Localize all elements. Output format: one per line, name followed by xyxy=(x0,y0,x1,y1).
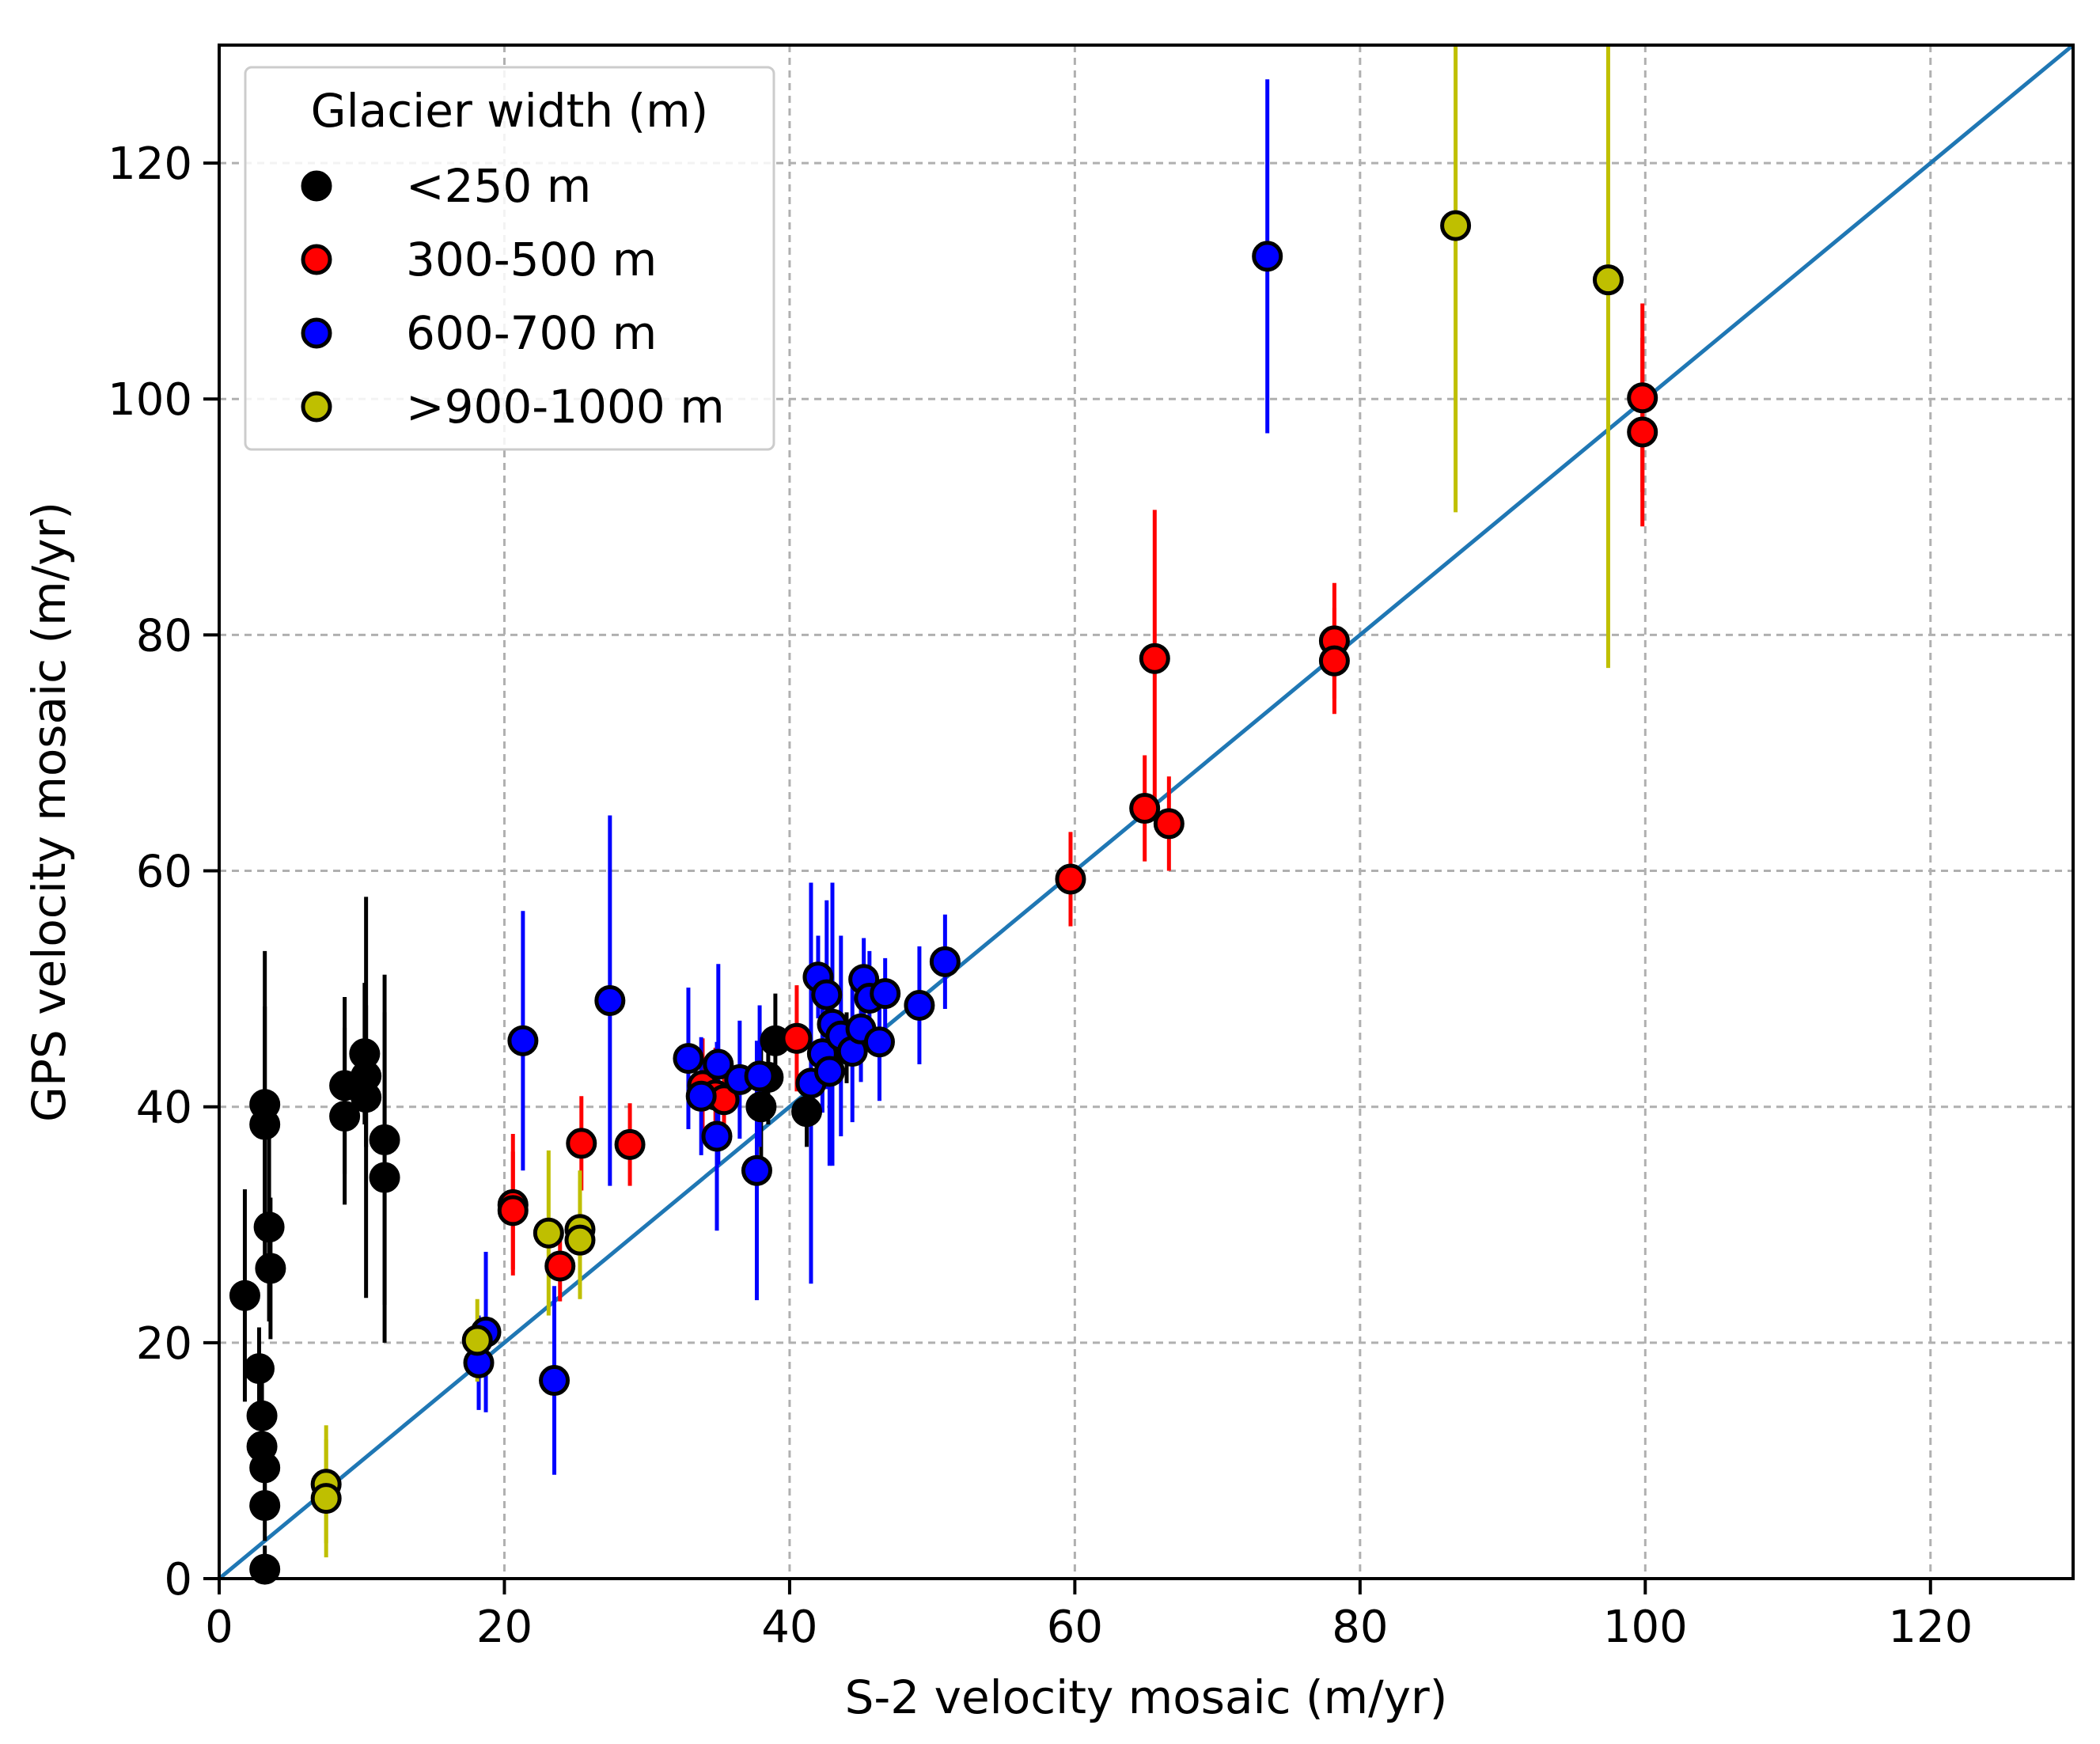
data-point xyxy=(253,1211,285,1243)
data-point xyxy=(249,1109,281,1140)
data-point xyxy=(673,1043,704,1075)
legend-label: 300-500 m xyxy=(406,233,657,286)
data-point xyxy=(1139,643,1170,674)
data-point xyxy=(497,1195,529,1226)
data-point xyxy=(1318,645,1350,677)
data-point xyxy=(243,1353,275,1385)
legend: Glacier width (m) <250 m 300-500 m 600-700… xyxy=(244,66,775,451)
data-point xyxy=(685,1080,717,1112)
data-point xyxy=(745,1091,777,1123)
y-tick-label: 80 xyxy=(136,610,192,662)
legend-box xyxy=(244,66,775,451)
axis-ticks: 0 20 40 60 80 100 120 0 20 40 60 80 100 120 xyxy=(108,138,1973,1653)
y-tick-label: 20 xyxy=(136,1318,192,1370)
data-point xyxy=(781,1022,813,1054)
data-point xyxy=(351,1082,382,1113)
data-point xyxy=(1129,793,1161,825)
y-tick-label: 100 xyxy=(108,374,192,426)
data-point xyxy=(461,1325,493,1356)
data-point xyxy=(813,1056,845,1087)
data-point xyxy=(533,1217,564,1249)
x-tick-label: 40 xyxy=(761,1602,817,1653)
data-point xyxy=(249,1553,281,1585)
y-tick-label: 40 xyxy=(136,1082,192,1134)
y-tick-label: 0 xyxy=(164,1554,192,1606)
data-point xyxy=(246,1400,278,1431)
data-point xyxy=(744,1060,775,1092)
data-point xyxy=(564,1224,596,1256)
data-point xyxy=(1627,382,1658,414)
x-tick-label: 60 xyxy=(1047,1602,1103,1653)
x-tick-label: 100 xyxy=(1603,1602,1688,1653)
data-point xyxy=(791,1096,823,1128)
data-point xyxy=(863,1026,895,1058)
data-point xyxy=(870,978,901,1010)
legend-marker xyxy=(301,391,332,423)
data-point xyxy=(369,1124,400,1155)
legend-label: >900-1000 m xyxy=(406,380,725,434)
data-point xyxy=(255,1253,286,1284)
legend-marker xyxy=(301,244,332,275)
data-point xyxy=(1627,416,1658,448)
data-point xyxy=(929,946,961,977)
data-point xyxy=(811,979,843,1010)
y-tick-label: 60 xyxy=(136,847,192,898)
data-point xyxy=(703,1048,734,1080)
x-axis-label: S-2 velocity mosaic (m/yr) xyxy=(845,1670,1448,1724)
data-point xyxy=(1440,210,1472,241)
legend-title: Glacier width (m) xyxy=(311,84,709,138)
data-point xyxy=(566,1128,597,1159)
x-tick-label: 80 xyxy=(1332,1602,1388,1653)
data-point xyxy=(1252,241,1283,272)
data-point xyxy=(594,985,626,1017)
data-points xyxy=(229,210,1658,1585)
data-point xyxy=(539,1365,570,1397)
x-tick-label: 20 xyxy=(476,1602,533,1653)
x-tick-label: 0 xyxy=(205,1602,233,1653)
data-point xyxy=(1153,808,1185,840)
data-point xyxy=(369,1162,400,1193)
data-point xyxy=(1055,863,1086,895)
data-point xyxy=(249,1490,281,1522)
data-point xyxy=(544,1250,576,1282)
data-point xyxy=(507,1025,539,1056)
legend-marker xyxy=(301,170,332,202)
data-point xyxy=(329,1101,361,1132)
x-tick-label: 120 xyxy=(1888,1602,1973,1653)
data-point xyxy=(1592,264,1624,296)
y-tick-label: 120 xyxy=(108,138,192,190)
data-point xyxy=(310,1483,342,1515)
legend-label: 600-700 m xyxy=(406,306,657,360)
data-point xyxy=(229,1280,260,1311)
legend-marker xyxy=(301,317,332,349)
legend-label: <250 m xyxy=(406,159,591,213)
data-point xyxy=(249,1452,281,1484)
data-point xyxy=(614,1128,646,1160)
data-point xyxy=(741,1154,772,1186)
plot-frame xyxy=(218,44,2075,1580)
data-point xyxy=(904,989,935,1021)
data-point xyxy=(701,1120,733,1152)
y-axis-label: GPS velocity mosaic (m/yr) xyxy=(22,502,76,1122)
